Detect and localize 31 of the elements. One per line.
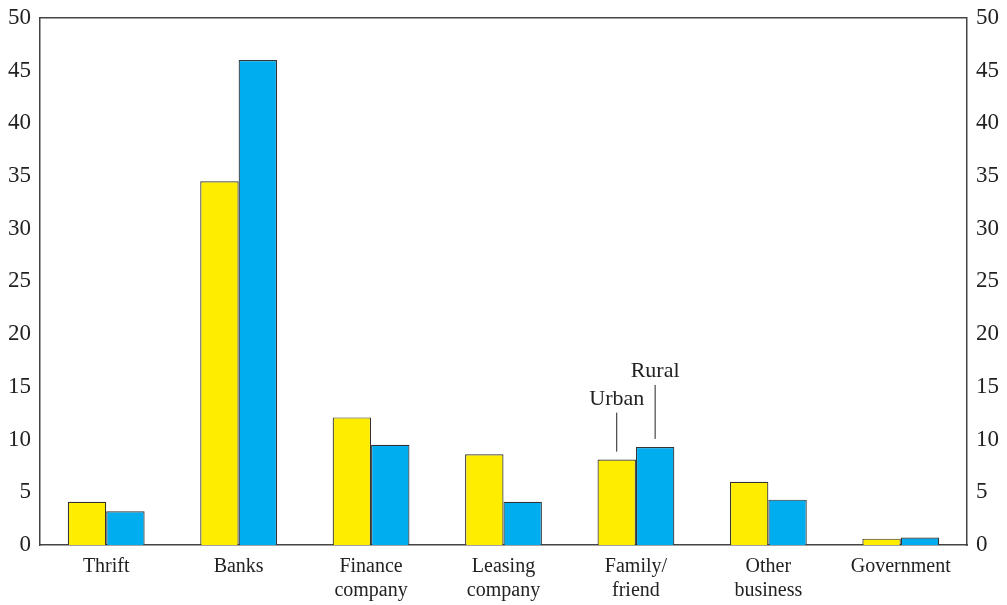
x-tick-label: Family/ friend: [604, 554, 668, 601]
x-tick-label: Finance company: [334, 554, 408, 602]
x-tick-label: Thrift: [82, 554, 130, 577]
y2-tick-label: 5: [976, 478, 988, 504]
y-tick-label: 5: [19, 478, 31, 504]
annotation: Urban: [589, 384, 645, 410]
x-tick-label: Leasing company: [466, 554, 541, 602]
x-tick-label: Other business: [734, 554, 803, 601]
x-tick-label: Government: [850, 554, 952, 577]
y-tick-label: 35: [8, 162, 31, 188]
y-tick-label: 40: [8, 109, 31, 135]
y-tick-label: 20: [8, 320, 31, 346]
y2-tick-label: 25: [976, 267, 999, 293]
y2-tick-label: 10: [976, 425, 999, 451]
y-tick-label: 15: [8, 372, 31, 398]
y2-tick-label: 20: [976, 320, 999, 346]
y2-tick-label: 50: [976, 3, 999, 29]
y2-tick-label: 40: [976, 109, 999, 135]
y2-tick-label: 0: [976, 531, 988, 557]
x-tick-label: Banks: [213, 554, 264, 577]
y-tick-label: 45: [8, 56, 31, 82]
y-tick-label: 50: [8, 3, 31, 29]
y2-tick-label: 35: [976, 162, 999, 188]
y-tick-label: 0: [19, 531, 31, 557]
annotation: Rural: [630, 356, 680, 382]
y2-tick-label: 15: [976, 372, 999, 398]
y-tick-label: 10: [8, 425, 31, 451]
y2-tick-label: 30: [976, 214, 999, 240]
y-tick-label: 25: [8, 267, 31, 293]
y2-tick-label: 45: [976, 56, 999, 82]
y-tick-label: 30: [8, 214, 31, 240]
